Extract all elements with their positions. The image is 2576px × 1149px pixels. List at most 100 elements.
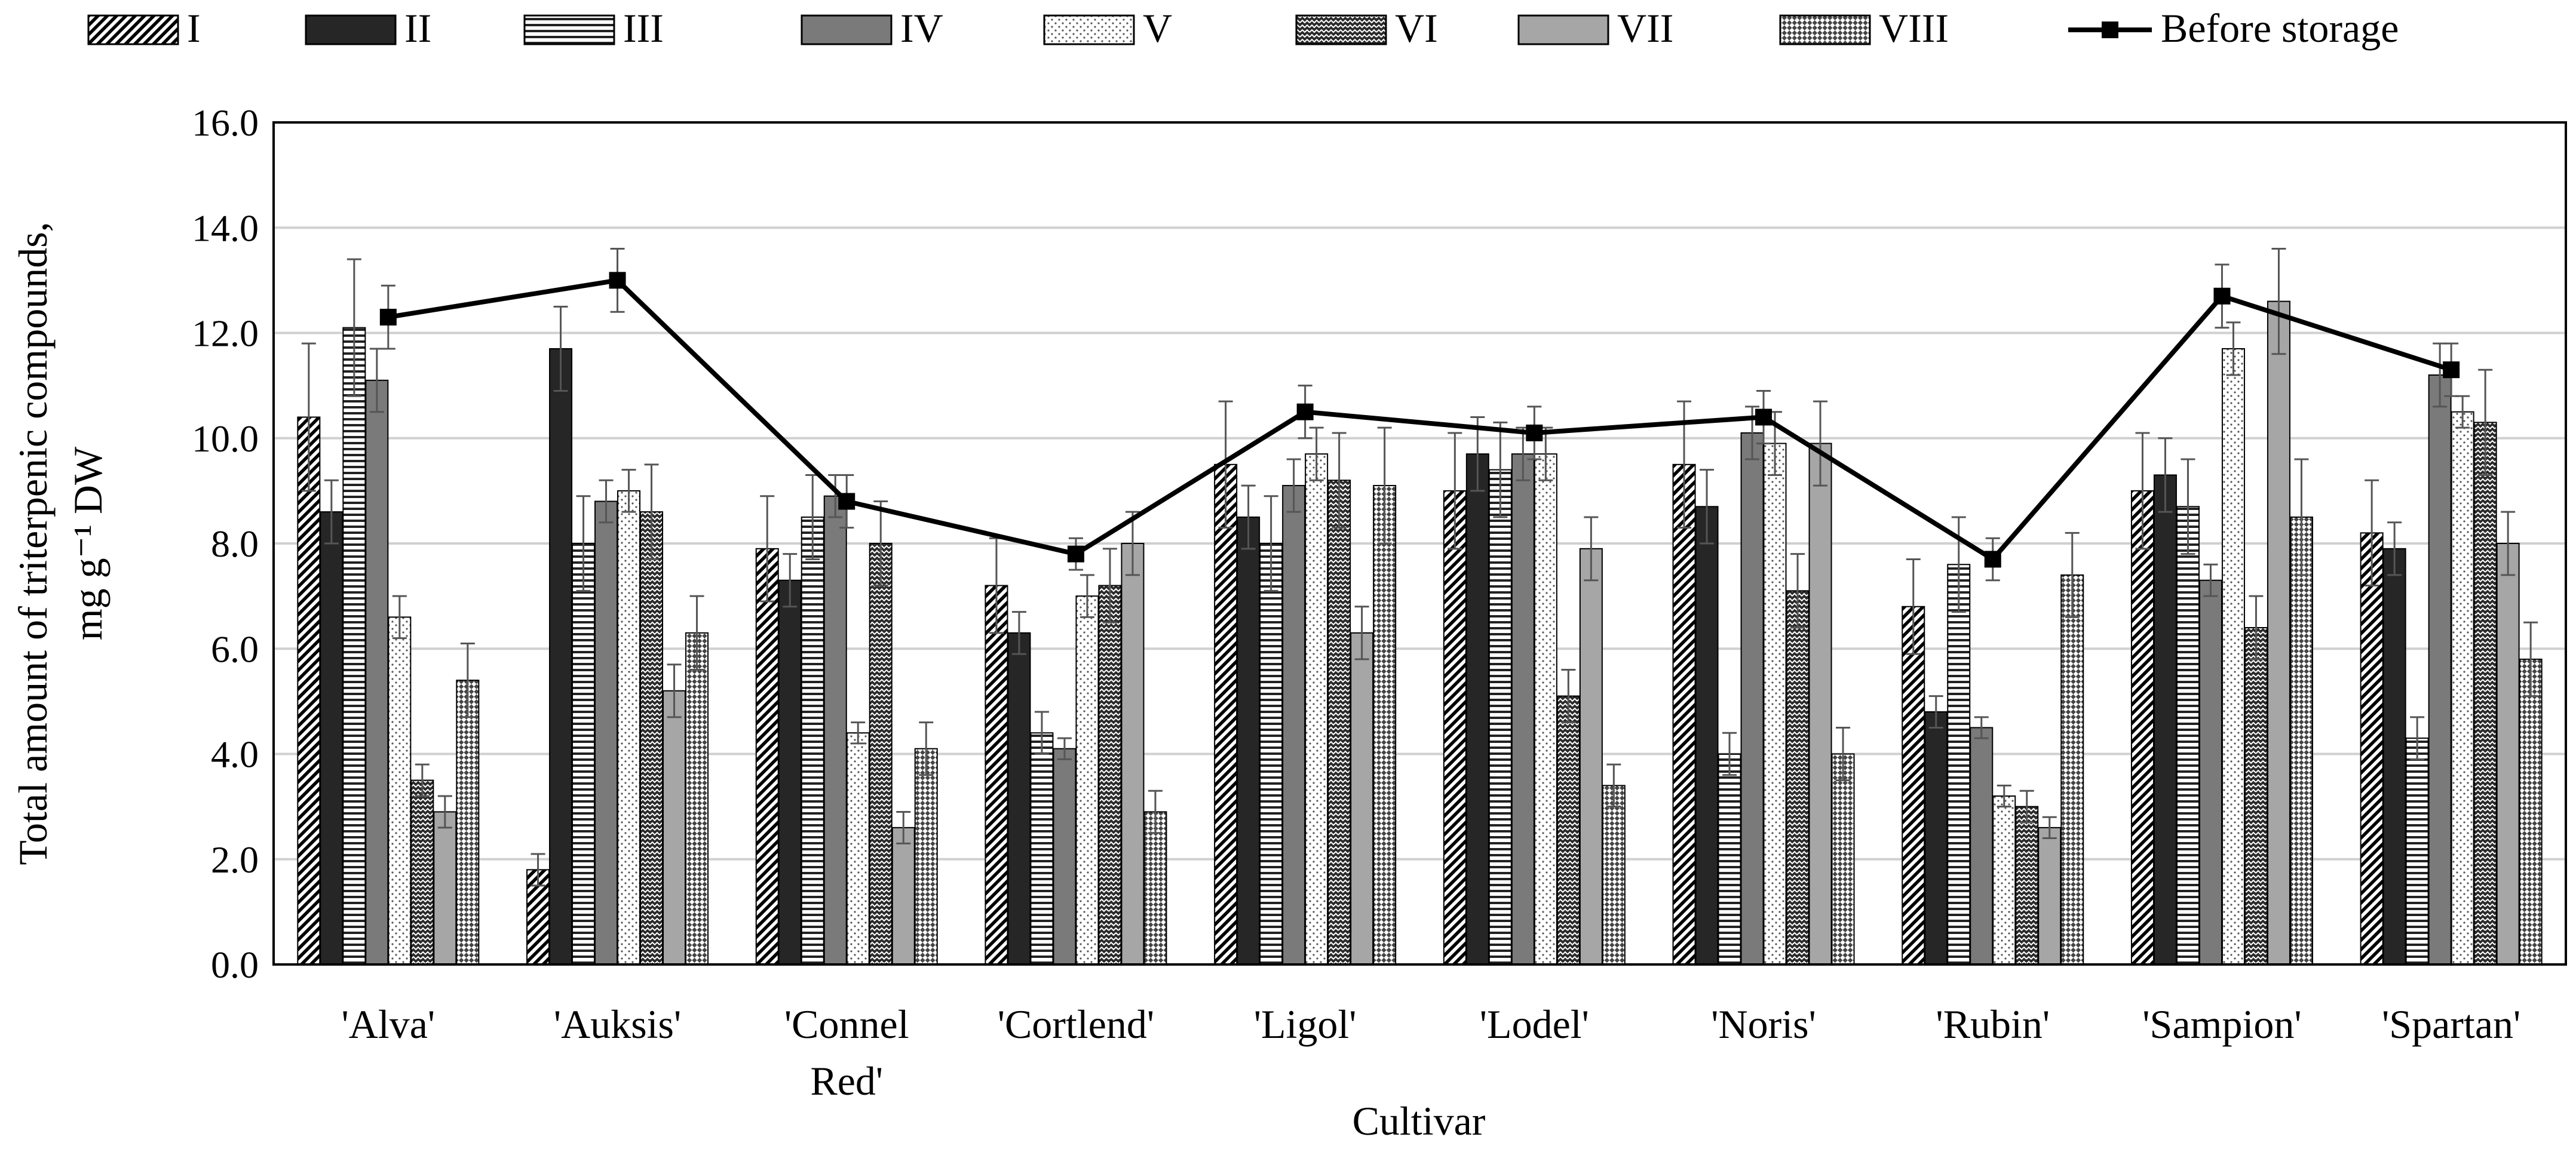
bar xyxy=(778,579,802,965)
legend-swatch xyxy=(1517,14,1609,45)
legend-label: IV xyxy=(900,5,943,51)
legend-swatch xyxy=(1779,14,1871,45)
bar xyxy=(869,543,893,965)
line-marker xyxy=(838,493,855,510)
legend-marker xyxy=(2102,21,2118,38)
bar xyxy=(456,680,480,965)
bar xyxy=(2451,411,2474,965)
bar xyxy=(1511,453,1535,965)
x-category-label: 'Auksis' xyxy=(554,1001,681,1047)
y-axis-title-line1: Total amount of triterpenic compounds, xyxy=(10,222,56,865)
bar xyxy=(388,616,412,965)
y-tick-label: 2.0 xyxy=(211,838,259,881)
bar xyxy=(1259,543,1283,965)
x-category-label: 'Sampion' xyxy=(2142,1001,2301,1047)
x-category-label: 'Rubin' xyxy=(1936,1001,2050,1047)
legend-label: VIII xyxy=(1879,5,1949,51)
bar xyxy=(1075,595,1099,965)
y-tick-label: 8.0 xyxy=(211,523,259,565)
bar xyxy=(1970,727,1994,965)
bar xyxy=(320,511,344,965)
bar xyxy=(2153,474,2177,965)
bar xyxy=(617,490,641,965)
legend-label: V xyxy=(1143,5,1172,51)
bar xyxy=(1214,463,1238,965)
bar xyxy=(1053,748,1077,965)
line-marker xyxy=(609,272,626,289)
bar xyxy=(1030,732,1054,965)
legend-item-before-storage: Before storage xyxy=(2068,5,2399,51)
x-category-label: 'Lodel' xyxy=(1480,1001,1589,1047)
legend-label: III xyxy=(623,5,664,51)
bar xyxy=(2428,374,2452,965)
legend-label: II xyxy=(404,5,431,51)
bar xyxy=(755,548,779,965)
y-tick-label: 4.0 xyxy=(211,733,259,776)
legend-item: VII xyxy=(1517,5,1673,51)
bar xyxy=(1672,463,1696,965)
bar xyxy=(2496,543,2520,965)
bar xyxy=(2130,490,2154,965)
bar xyxy=(1373,485,1397,965)
before-storage-polyline xyxy=(388,278,2452,563)
bar xyxy=(1007,632,1031,965)
bar xyxy=(663,690,686,965)
bar xyxy=(2289,516,2313,965)
y-tick-label: 0.0 xyxy=(211,944,259,986)
line-marker xyxy=(1526,424,1543,441)
legend-item: I xyxy=(87,5,201,51)
bar xyxy=(1695,506,1719,965)
legend-swatch xyxy=(801,14,893,45)
x-category-label: 'Spartan' xyxy=(2382,1001,2520,1047)
before-storage-line xyxy=(379,248,2460,582)
bar xyxy=(685,632,709,965)
series-V xyxy=(388,321,2474,965)
legend-label: I xyxy=(187,5,201,51)
x-axis-title: Cultivar xyxy=(1353,1098,1486,1144)
x-category-label: 'Ligol' xyxy=(1254,1001,1357,1047)
x-category-label: Red' xyxy=(810,1058,883,1104)
bar xyxy=(365,379,389,965)
bar xyxy=(1443,490,1467,965)
bar xyxy=(594,500,618,965)
bar xyxy=(1740,432,1764,965)
line-marker xyxy=(2213,287,2231,305)
y-axis-title-line2: mg g⁻¹ DW xyxy=(65,446,111,640)
bar xyxy=(410,779,434,965)
x-category-label: 'Noris' xyxy=(1711,1001,1816,1047)
legend-item: III xyxy=(523,5,664,51)
bar xyxy=(1947,564,1971,965)
legend-swatch xyxy=(1295,14,1387,45)
bar xyxy=(2519,658,2543,965)
legend-item: IV xyxy=(801,5,943,51)
bar xyxy=(985,585,1008,965)
legend-swatch xyxy=(87,14,179,45)
bar xyxy=(2221,348,2245,965)
legend-label: Before storage xyxy=(2161,5,2399,51)
series-VII xyxy=(433,248,2520,965)
x-category-labels: 'Alva' 'Auksis' 'Connel Red' 'Cortlend' 'Ligo… xyxy=(342,1001,2521,1104)
series-III xyxy=(342,258,2429,965)
bar xyxy=(2267,300,2290,965)
bar xyxy=(1602,785,1626,965)
y-tick-label: 12.0 xyxy=(192,312,259,355)
series-VIII xyxy=(456,426,2543,965)
bar xyxy=(2473,422,2497,965)
line-marker xyxy=(2443,361,2460,379)
series-II xyxy=(320,305,2406,965)
y-tick-label: 16.0 xyxy=(192,102,259,144)
y-tick-label: 14.0 xyxy=(192,207,259,249)
bar xyxy=(549,348,573,965)
bar xyxy=(846,732,870,965)
series-VI xyxy=(410,368,2497,965)
line-marker xyxy=(1755,408,1772,426)
bar xyxy=(1488,469,1512,965)
legend-swatch xyxy=(305,14,397,45)
bar xyxy=(2198,579,2222,965)
series-I xyxy=(297,342,2384,965)
bar xyxy=(2360,532,2384,965)
bar xyxy=(2244,627,2268,965)
bar xyxy=(1808,443,1832,965)
bars xyxy=(297,248,2543,965)
